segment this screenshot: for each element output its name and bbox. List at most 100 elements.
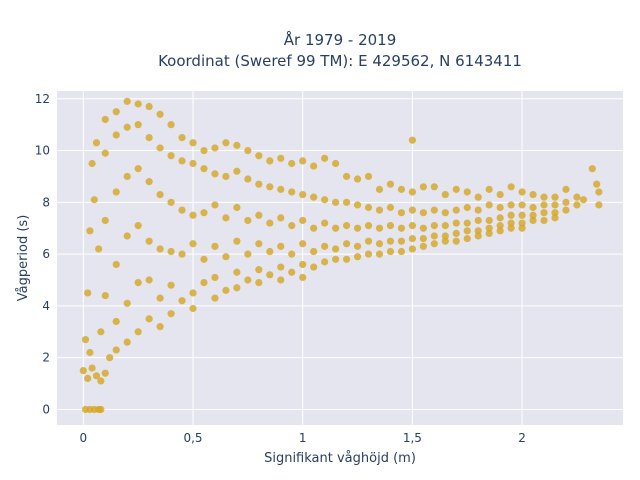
data-point [189,139,197,147]
data-point [430,222,438,230]
data-point [430,232,438,240]
data-point [90,196,98,204]
data-point [255,211,263,219]
data-point [167,121,175,129]
data-point [551,193,559,201]
data-point [540,201,548,209]
data-point [397,247,406,256]
data-point [353,201,362,209]
data-point [79,367,87,375]
data-point [463,227,471,235]
data-point [540,193,548,201]
data-point [123,97,131,105]
data-point [134,278,142,287]
data-point [353,253,362,261]
data-point [156,245,164,253]
data-point [518,201,526,209]
data-point [244,175,252,183]
data-point [112,260,120,269]
data-point [579,196,588,204]
data-point [321,196,329,204]
data-point [167,152,175,160]
data-point [321,242,329,250]
x-tick-label: 0,5 [183,431,202,445]
data-point [266,219,274,227]
data-point [364,172,373,181]
data-point [529,203,537,212]
data-point [101,291,109,300]
data-point [200,146,208,155]
y-tick-label: 4 [42,299,50,313]
data-point [123,172,131,181]
data-point [419,234,427,243]
data-point [463,234,471,243]
data-point [463,203,471,212]
data-point [485,185,493,193]
data-point [244,146,252,155]
data-point [474,227,482,235]
grid-lines [57,91,623,425]
data-point [145,315,153,323]
data-point [474,193,482,201]
data-point [485,216,493,225]
data-point [507,219,515,227]
data-point [134,165,142,173]
data-point [145,178,153,186]
data-point [167,247,175,256]
data-point [496,203,504,212]
data-point [92,372,101,380]
data-point [452,229,460,238]
data-point [507,224,515,232]
data-point [562,185,570,193]
data-point [485,224,493,232]
data-point [95,245,103,253]
data-point [145,102,153,111]
data-point [562,198,570,206]
data-point [233,203,241,212]
data-point [419,183,427,191]
data-point [551,214,559,222]
data-point [123,123,131,131]
data-point [419,209,427,217]
data-point [485,229,493,238]
data-point [342,255,351,263]
data-point [408,188,416,196]
data-point [222,286,230,294]
data-point [332,198,340,206]
y-tick-label: 6 [42,247,50,261]
data-point [342,198,351,206]
data-point [353,242,362,250]
y-tick-label: 0 [42,402,50,416]
data-point [189,304,197,313]
data-point [277,185,285,193]
data-point [386,203,395,212]
x-tick-label: 2 [518,431,526,445]
data-point [112,188,120,196]
data-point [562,206,570,214]
data-point [97,405,105,414]
data-point [408,245,416,253]
data-point [134,121,142,129]
data-point [518,211,526,219]
data-point [518,188,526,196]
data-point [540,216,548,225]
data-point [593,180,601,188]
data-point [86,227,94,235]
data-point [101,115,109,124]
data-point [353,175,362,183]
data-point [485,201,493,209]
data-point [397,185,406,193]
data-point [310,247,318,256]
data-point [233,141,241,149]
data-point [573,193,581,201]
data-point [211,170,219,178]
data-point [310,224,318,232]
data-point [88,364,96,372]
data-point [332,224,340,232]
data-point [518,219,526,227]
data-point [321,258,329,266]
data-point [474,206,482,214]
data-point [134,328,142,336]
data-point [156,190,164,199]
data-point [266,183,274,191]
